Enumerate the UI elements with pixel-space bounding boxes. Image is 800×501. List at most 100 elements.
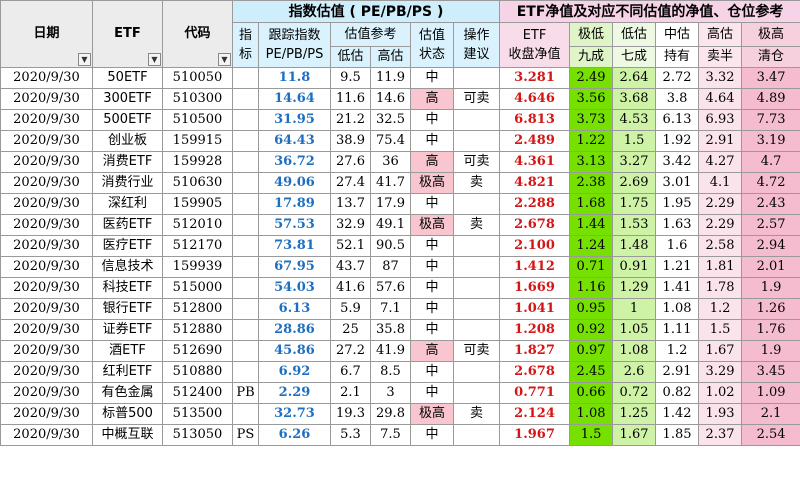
cell-zg[interactable]: 1.92 — [655, 130, 700, 152]
table-row[interactable]: 2020/9/30 创业板 159915 64.43 38.9 75.4 中 2.489 1.2… — [0, 130, 800, 152]
cell-gg[interactable]: 2.37 — [698, 424, 743, 446]
cell-ref-high[interactable]: 32.5 — [370, 109, 411, 131]
cell-nav[interactable]: 2.678 — [499, 361, 571, 383]
cell-etf-name[interactable]: 创业板 — [92, 130, 163, 152]
cell-ref-low[interactable]: 41.6 — [330, 277, 371, 299]
cell-ref-low[interactable]: 13.7 — [330, 193, 371, 215]
cell-date[interactable]: 2020/9/30 — [0, 424, 93, 446]
cell-action[interactable] — [452, 319, 501, 341]
cell-ref-low[interactable]: 32.9 — [330, 214, 371, 236]
cell-indicator[interactable] — [232, 298, 259, 320]
cell-track-value[interactable]: 49.06 — [258, 172, 331, 194]
cell-track-value[interactable]: 36.72 — [258, 151, 331, 173]
cell-code[interactable]: 510630 — [162, 172, 233, 194]
cell-date[interactable]: 2020/9/30 — [0, 67, 93, 89]
cell-qd[interactable]: 1.53 — [612, 214, 657, 236]
cell-jg[interactable]: 2.43 — [741, 193, 800, 215]
cell-jd[interactable]: 1.68 — [569, 193, 614, 215]
cell-jd[interactable]: 2.45 — [569, 361, 614, 383]
cell-qd[interactable]: 1.75 — [612, 193, 657, 215]
table-row[interactable]: 2020/9/30 有色金属 512400 PB 2.29 2.1 3 中 0.771 0.66 0… — [0, 382, 800, 404]
cell-jg[interactable]: 3.19 — [741, 130, 800, 152]
cell-code[interactable]: 515000 — [162, 277, 233, 299]
cell-gg[interactable]: 1.02 — [698, 382, 743, 404]
cell-action[interactable] — [452, 298, 501, 320]
cell-track-value[interactable]: 57.53 — [258, 214, 331, 236]
cell-gg[interactable]: 4.64 — [698, 88, 743, 110]
cell-qd[interactable]: 1.48 — [612, 235, 657, 257]
cell-zg[interactable]: 1.6 — [655, 235, 700, 257]
cell-nav[interactable]: 2.489 — [499, 130, 571, 152]
cell-gg[interactable]: 1.2 — [698, 298, 743, 320]
cell-etf-name[interactable]: 300ETF — [92, 88, 163, 110]
cell-nav[interactable]: 4.361 — [499, 151, 571, 173]
cell-zg[interactable]: 2.91 — [655, 361, 700, 383]
cell-track-value[interactable]: 54.03 — [258, 277, 331, 299]
cell-ref-low[interactable]: 11.6 — [330, 88, 371, 110]
table-row[interactable]: 2020/9/30 消费行业 510630 49.06 27.4 41.7 极高卖 4.821… — [0, 172, 800, 194]
cell-date[interactable]: 2020/9/30 — [0, 151, 93, 173]
cell-ref-high[interactable]: 36 — [370, 151, 411, 173]
cell-code[interactable]: 510500 — [162, 109, 233, 131]
cell-code[interactable]: 512800 — [162, 298, 233, 320]
cell-zg[interactable]: 1.21 — [655, 256, 700, 278]
cell-indicator[interactable] — [232, 340, 259, 362]
filter-dropdown-icon[interactable]: ▼ — [148, 53, 161, 66]
cell-jd[interactable]: 2.49 — [569, 67, 614, 89]
header-date[interactable]: 日期 ▼ — [0, 0, 93, 68]
cell-action[interactable]: 可卖 — [452, 88, 501, 110]
cell-indicator[interactable] — [232, 277, 259, 299]
cell-qd[interactable]: 1.05 — [612, 319, 657, 341]
cell-state[interactable]: 中 — [410, 319, 454, 341]
cell-jd[interactable]: 2.38 — [569, 172, 614, 194]
cell-ref-high[interactable]: 7.1 — [370, 298, 411, 320]
cell-gg[interactable]: 2.29 — [698, 214, 743, 236]
cell-etf-name[interactable]: 信息技术 — [92, 256, 163, 278]
cell-jd[interactable]: 3.13 — [569, 151, 614, 173]
cell-jd[interactable]: 1.24 — [569, 235, 614, 257]
cell-action[interactable]: 可卖 — [452, 340, 501, 362]
cell-ref-high[interactable]: 41.9 — [370, 340, 411, 362]
cell-state[interactable]: 高 — [410, 340, 454, 362]
cell-date[interactable]: 2020/9/30 — [0, 361, 93, 383]
cell-code[interactable]: 510050 — [162, 67, 233, 89]
cell-nav[interactable]: 1.669 — [499, 277, 571, 299]
cell-action[interactable] — [452, 382, 501, 404]
table-row[interactable]: 2020/9/30 医疗ETF 512170 73.81 52.1 90.5 中 2.100 1… — [0, 235, 800, 257]
cell-qd[interactable]: 1.29 — [612, 277, 657, 299]
cell-ref-low[interactable]: 9.5 — [330, 67, 371, 89]
cell-indicator[interactable] — [232, 403, 259, 425]
table-row[interactable]: 2020/9/30 科技ETF 515000 54.03 41.6 57.6 中 1.669 1… — [0, 277, 800, 299]
cell-jd[interactable]: 0.97 — [569, 340, 614, 362]
cell-action[interactable]: 卖 — [452, 214, 501, 236]
table-row[interactable]: 2020/9/30 证券ETF 512880 28.86 25 35.8 中 1.208 0.9… — [0, 319, 800, 341]
cell-ref-high[interactable]: 8.5 — [370, 361, 411, 383]
cell-ref-high[interactable]: 57.6 — [370, 277, 411, 299]
cell-state[interactable]: 中 — [410, 109, 454, 131]
cell-date[interactable]: 2020/9/30 — [0, 109, 93, 131]
cell-state[interactable]: 极高 — [410, 403, 454, 425]
cell-jg[interactable]: 1.26 — [741, 298, 800, 320]
cell-jd[interactable]: 1.44 — [569, 214, 614, 236]
cell-code[interactable]: 513500 — [162, 403, 233, 425]
cell-zg[interactable]: 6.13 — [655, 109, 700, 131]
header-etf[interactable]: ETF ▼ — [92, 0, 163, 68]
cell-nav[interactable]: 1.827 — [499, 340, 571, 362]
cell-nav[interactable]: 3.281 — [499, 67, 571, 89]
cell-qd[interactable]: 0.72 — [612, 382, 657, 404]
cell-nav[interactable]: 2.100 — [499, 235, 571, 257]
cell-ref-high[interactable]: 11.9 — [370, 67, 411, 89]
cell-etf-name[interactable]: 有色金属 — [92, 382, 163, 404]
cell-jg[interactable]: 7.73 — [741, 109, 800, 131]
cell-track-value[interactable]: 64.43 — [258, 130, 331, 152]
cell-code[interactable]: 159905 — [162, 193, 233, 215]
table-row[interactable]: 2020/9/30 标普500 513500 32.73 19.3 29.8 极高卖 2.12… — [0, 403, 800, 425]
cell-ref-low[interactable]: 19.3 — [330, 403, 371, 425]
cell-code[interactable]: 510880 — [162, 361, 233, 383]
table-row[interactable]: 2020/9/30 医药ETF 512010 57.53 32.9 49.1 极高卖 2.67… — [0, 214, 800, 236]
cell-state[interactable]: 中 — [410, 67, 454, 89]
cell-nav[interactable]: 2.124 — [499, 403, 571, 425]
cell-indicator[interactable] — [232, 88, 259, 110]
cell-ref-low[interactable]: 5.9 — [330, 298, 371, 320]
cell-code[interactable]: 159939 — [162, 256, 233, 278]
